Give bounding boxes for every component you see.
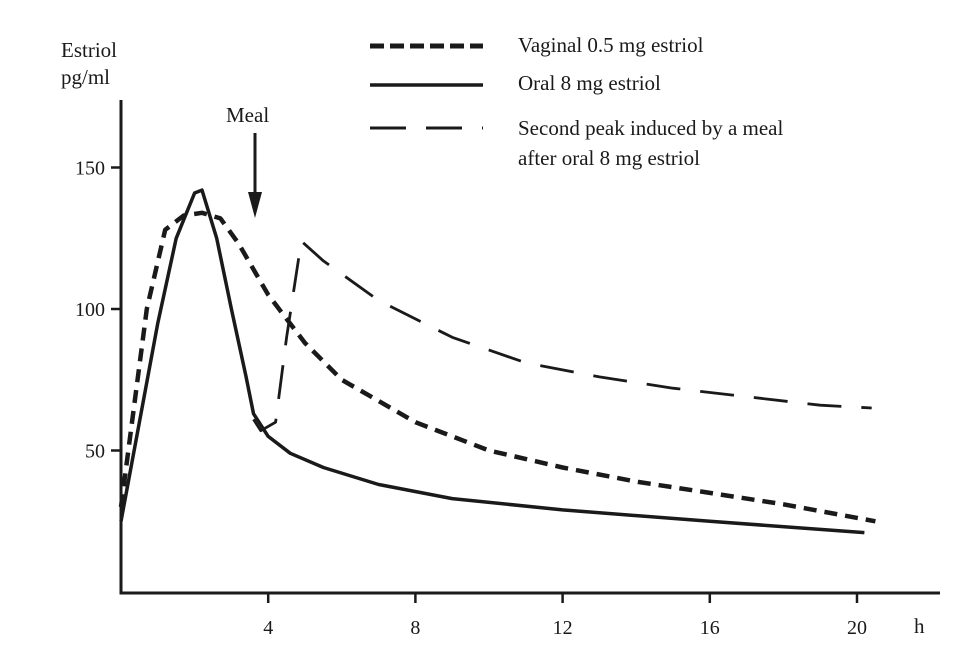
- meal-annotation: Meal: [226, 103, 269, 218]
- legend-label-meal-line2: after oral 8 mg estriol: [518, 146, 700, 170]
- y-tick-label: 50: [85, 441, 105, 463]
- x-tick-label: 20: [847, 617, 867, 639]
- series-oral-line: [119, 188, 865, 535]
- meal-label: Meal: [226, 103, 269, 127]
- x-tick-label: 8: [410, 617, 420, 639]
- legend-label-vaginal: Vaginal 0.5 mg estriol: [518, 33, 704, 57]
- y-tick-label: 100: [75, 299, 105, 321]
- x-tick-label: 12: [553, 617, 573, 639]
- y-tick-label: 150: [75, 158, 105, 180]
- y-axis-unit: pg/ml: [61, 65, 110, 89]
- tick-group: 50 100 150 4 8 12 16 20: [75, 158, 867, 640]
- x-axis-label: h: [914, 614, 925, 638]
- legend: Vaginal 0.5 mg estriol Oral 8 mg estriol…: [370, 33, 783, 170]
- series-meal-peak-line: [252, 239, 872, 433]
- series-vaginal-line: [118, 210, 876, 524]
- y-axis-label: Estriol: [61, 38, 117, 62]
- x-tick-label: 4: [263, 617, 273, 639]
- legend-label-meal: Second peak induced by a meal: [518, 116, 783, 140]
- legend-label-oral: Oral 8 mg estriol: [518, 71, 661, 95]
- meal-arrow-head: [248, 192, 262, 218]
- x-tick-label: 16: [700, 617, 720, 639]
- series-group: [118, 188, 876, 535]
